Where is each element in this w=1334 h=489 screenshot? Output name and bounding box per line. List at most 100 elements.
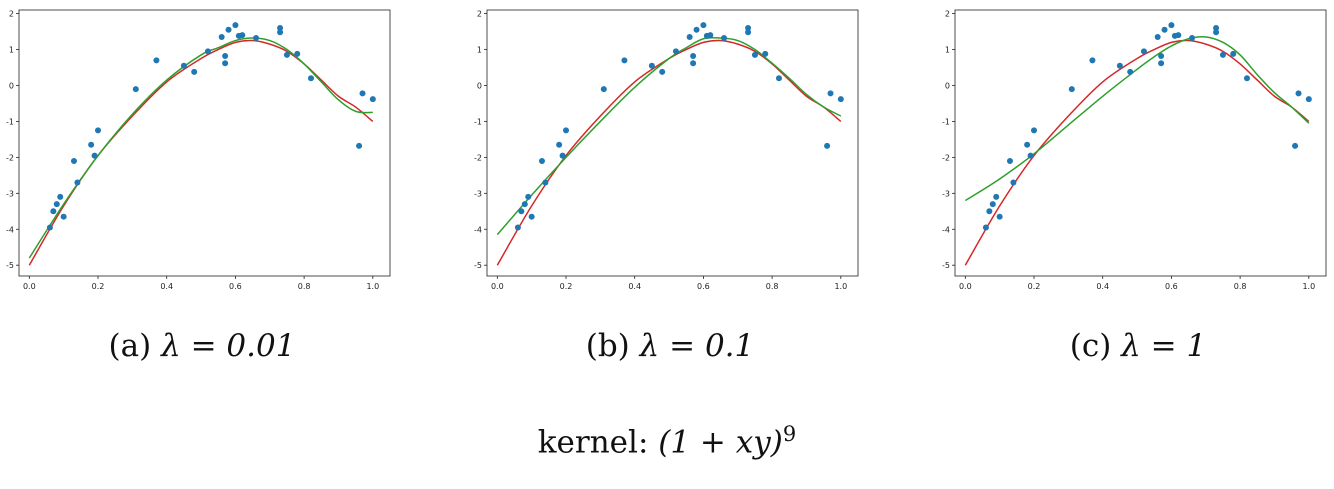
chart-c-point-16 bbox=[1158, 53, 1165, 60]
chart-b-point-27 bbox=[775, 75, 782, 82]
chart-c-point-23 bbox=[1213, 24, 1220, 31]
chart-a-point-26 bbox=[294, 50, 301, 57]
chart-b-xtick-label-2: 0.4 bbox=[628, 282, 641, 290]
chart-panel-a: -5 -4 -3 -2 -1 0 1 2 0.0 0.2 0.4 0.6 0.8 1.0 bbox=[2, 0, 402, 290]
chart-panel-c: -5 -4 -3 -2 -1 0 1 2 0.0 0.2 0.4 0.6 0.8 1.0 bbox=[938, 0, 1334, 290]
chart-b-series-line-0 bbox=[496, 39, 842, 266]
chart-c-series-line-1 bbox=[964, 36, 1310, 202]
chart-b: -5 -4 -3 -2 -1 0 1 2 0.0 0.2 0.4 0.6 0.8 1.0 bbox=[474, 9, 859, 290]
chart-c-point-21 bbox=[1175, 32, 1182, 39]
chart-a-point-12 bbox=[180, 62, 187, 69]
chart-a-ytick-label-3: -2 bbox=[6, 153, 14, 162]
caption-b: (b) λ = 0.1 bbox=[470, 328, 870, 364]
chart-c-point-6 bbox=[1010, 179, 1017, 186]
chart-a-point-2 bbox=[53, 201, 60, 208]
chart-c-point-12 bbox=[1116, 62, 1123, 69]
chart-b-xtick-label-4: 0.8 bbox=[766, 282, 779, 290]
chart-a-point-19 bbox=[232, 22, 239, 29]
chart-a-xtick-label-5: 1.0 bbox=[366, 282, 379, 290]
chart-c-ytick-label-0: -5 bbox=[942, 261, 950, 270]
chart-c-point-2 bbox=[989, 201, 996, 208]
chart-b-point-23 bbox=[745, 24, 752, 31]
chart-c-point-7 bbox=[1024, 141, 1031, 148]
chart-c-point-22 bbox=[1189, 35, 1196, 42]
chart-c-point-24 bbox=[1213, 29, 1220, 36]
chart-c-xtick-label-4: 0.8 bbox=[1234, 282, 1247, 290]
chart-b-xtick-label-1: 0.2 bbox=[560, 282, 573, 290]
chart-c-point-19 bbox=[1168, 22, 1175, 29]
chart-a-point-1 bbox=[50, 208, 57, 215]
chart-b-series-line-1 bbox=[496, 36, 842, 236]
chart-a-point-8 bbox=[91, 152, 98, 159]
chart-a-point-9 bbox=[95, 127, 102, 134]
chart-c-ytick-label-7: 2 bbox=[945, 10, 950, 19]
chart-a-ytick-label-6: 1 bbox=[9, 46, 14, 55]
chart-b-point-24 bbox=[745, 29, 752, 36]
chart-b-ytick-label-6: 1 bbox=[477, 46, 482, 55]
chart-a-ytick-label-5: 0 bbox=[9, 81, 14, 90]
chart-a-xtick-label-3: 0.6 bbox=[229, 282, 242, 290]
chart-a: -5 -4 -3 -2 -1 0 1 2 0.0 0.2 0.4 0.6 0.8 1.0 bbox=[6, 10, 391, 290]
chart-c-point-1 bbox=[986, 208, 993, 215]
chart-c-ytick-label-5: 0 bbox=[945, 81, 950, 90]
chart-c-point-3 bbox=[993, 193, 1000, 200]
chart-a-point-28 bbox=[356, 142, 363, 149]
chart-a-point-10 bbox=[132, 86, 139, 93]
caption-b-prefix: (b) bbox=[585, 328, 630, 364]
chart-b-point-26 bbox=[762, 50, 769, 57]
chart-c-xtick-label-5: 1.0 bbox=[1302, 282, 1315, 290]
chart-c: -5 -4 -3 -2 -1 0 1 2 0.0 0.2 0.4 0.6 0.8 1.0 bbox=[942, 9, 1327, 290]
chart-b-ytick-label-1: -4 bbox=[474, 225, 482, 234]
chart-b-point-25 bbox=[751, 51, 758, 58]
chart-b-ytick-label-7: 2 bbox=[477, 10, 482, 19]
caption-c-lambda: λ = 1 bbox=[1121, 328, 1207, 364]
chart-a-point-11 bbox=[153, 57, 160, 64]
chart-b-ytick-label-0: -5 bbox=[474, 261, 482, 270]
chart-b-point-5 bbox=[538, 157, 545, 164]
chart-b-point-12 bbox=[648, 62, 655, 69]
chart-c-point-18 bbox=[1161, 26, 1168, 33]
chart-a-ytick-label-1: -4 bbox=[6, 225, 14, 234]
caption-c: (c) λ = 1 bbox=[938, 328, 1334, 364]
chart-c-ytick-label-3: -2 bbox=[942, 153, 950, 162]
chart-c-point-29 bbox=[1295, 90, 1302, 97]
chart-c-point-8 bbox=[1027, 152, 1034, 159]
chart-c-point-9 bbox=[1031, 127, 1038, 134]
chart-b-point-29 bbox=[827, 90, 834, 97]
chart-c-ytick-label-1: -4 bbox=[942, 225, 950, 234]
chart-a-point-29 bbox=[359, 90, 366, 97]
chart-a-ytick-label-7: 2 bbox=[9, 10, 14, 19]
chart-b-point-14 bbox=[672, 48, 679, 55]
chart-c-frame bbox=[954, 9, 1327, 277]
chart-c-point-4 bbox=[996, 213, 1003, 220]
chart-c-point-5 bbox=[1006, 157, 1013, 164]
chart-c-point-30 bbox=[1305, 96, 1312, 103]
chart-a-point-27 bbox=[307, 75, 314, 82]
chart-c-point-10 bbox=[1068, 86, 1075, 93]
chart-b-point-30 bbox=[837, 96, 844, 103]
chart-b-point-10 bbox=[600, 86, 607, 93]
chart-a-point-6 bbox=[74, 179, 81, 186]
chart-a-point-7 bbox=[88, 141, 95, 148]
chart-b-ytick-label-3: -2 bbox=[474, 153, 482, 162]
chart-b-point-22 bbox=[721, 35, 728, 42]
chart-a-series-line-0 bbox=[28, 39, 374, 266]
chart-b-point-7 bbox=[556, 141, 563, 148]
chart-b-ytick-label-4: -1 bbox=[474, 117, 482, 126]
chart-c-series-line-0 bbox=[964, 39, 1310, 266]
chart-panel-b: -5 -4 -3 -2 -1 0 1 2 0.0 0.2 0.4 0.6 0.8 1.0 bbox=[470, 0, 870, 290]
chart-a-point-24 bbox=[277, 29, 284, 36]
chart-c-point-0 bbox=[982, 224, 989, 231]
chart-b-point-4 bbox=[528, 213, 535, 220]
chart-c-xtick-label-1: 0.2 bbox=[1028, 282, 1041, 290]
chart-a-point-0 bbox=[46, 224, 53, 231]
chart-b-frame bbox=[486, 9, 859, 277]
chart-c-xtick-label-2: 0.4 bbox=[1096, 282, 1109, 290]
chart-a-point-5 bbox=[70, 157, 77, 164]
chart-a-point-14 bbox=[204, 48, 211, 55]
chart-c-point-15 bbox=[1154, 33, 1161, 40]
chart-a-point-25 bbox=[283, 51, 290, 58]
figure-caption-exponent: 9 bbox=[782, 422, 797, 446]
chart-c-point-26 bbox=[1230, 50, 1237, 57]
chart-b-point-2 bbox=[521, 201, 528, 208]
